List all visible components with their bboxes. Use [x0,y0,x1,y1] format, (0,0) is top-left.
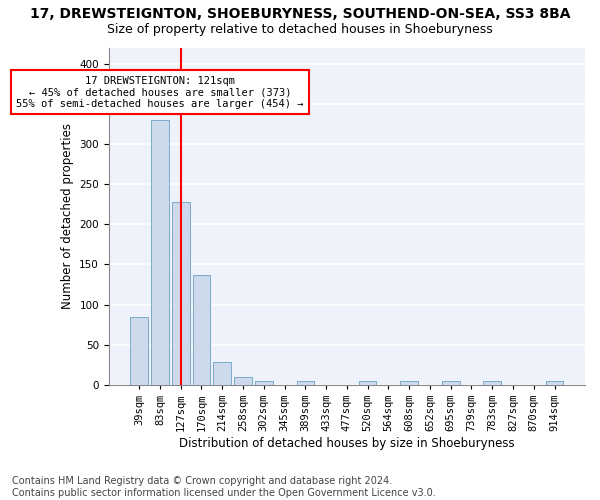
Text: Contains HM Land Registry data © Crown copyright and database right 2024.
Contai: Contains HM Land Registry data © Crown c… [12,476,436,498]
Bar [234,377,252,385]
Bar [296,381,314,385]
Text: 17, DREWSTEIGNTON, SHOEBURYNESS, SOUTHEND-ON-SEA, SS3 8BA: 17, DREWSTEIGNTON, SHOEBURYNESS, SOUTHEN… [30,8,570,22]
Bar [151,120,169,385]
Bar [255,381,272,385]
Text: 17 DREWSTEIGNTON: 121sqm
← 45% of detached houses are smaller (373)
55% of semi-: 17 DREWSTEIGNTON: 121sqm ← 45% of detach… [16,76,304,109]
Bar [442,381,460,385]
Bar [545,381,563,385]
Bar [359,381,376,385]
Bar [214,362,231,385]
Bar [193,275,211,385]
Text: Size of property relative to detached houses in Shoeburyness: Size of property relative to detached ho… [107,22,493,36]
Y-axis label: Number of detached properties: Number of detached properties [61,123,74,309]
Bar [172,202,190,385]
Bar [400,381,418,385]
Bar [484,381,501,385]
X-axis label: Distribution of detached houses by size in Shoeburyness: Distribution of detached houses by size … [179,437,515,450]
Bar [130,316,148,385]
